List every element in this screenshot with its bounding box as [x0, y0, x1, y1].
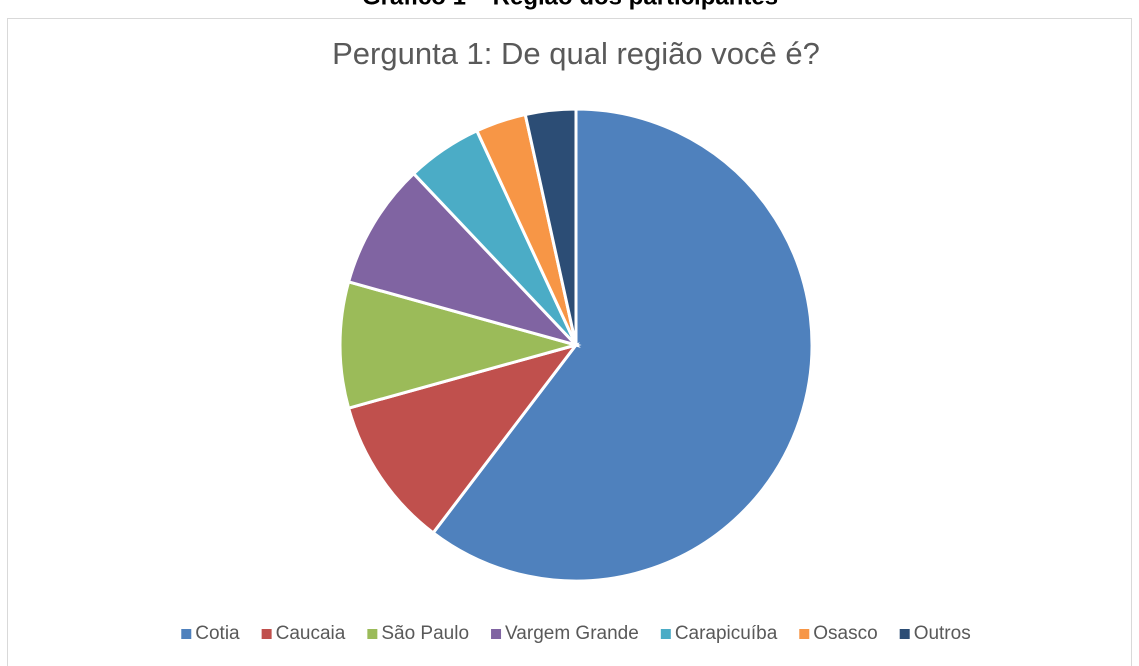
pie-slice: [346, 342, 580, 535]
legend-swatch: [899, 629, 910, 639]
legend-label: Osasco: [813, 623, 877, 644]
pie-slice: [338, 280, 582, 410]
page-heading: Gráfico 1 – Região dos participantes: [362, 0, 778, 10]
pie-slice: [346, 171, 581, 348]
pie-slice: [523, 107, 578, 346]
chart-title: Pergunta 1: De qual região você é?: [332, 36, 820, 71]
legend-swatch: [799, 629, 810, 639]
legend-swatch: [181, 629, 192, 639]
legend-label: Caucaia: [276, 623, 346, 644]
legend-label: São Paulo: [381, 623, 469, 644]
legend-swatch: [261, 629, 272, 639]
legend-swatch: [367, 629, 378, 639]
legend-swatch: [491, 629, 502, 639]
pie-slice: [431, 107, 814, 583]
legend-label: Carapicuíba: [675, 623, 778, 644]
legend-label: Vargem Grande: [505, 623, 639, 644]
legend-label: Outros: [914, 623, 971, 644]
legend-label: Cotia: [195, 623, 240, 644]
legend-swatch: [660, 629, 671, 639]
